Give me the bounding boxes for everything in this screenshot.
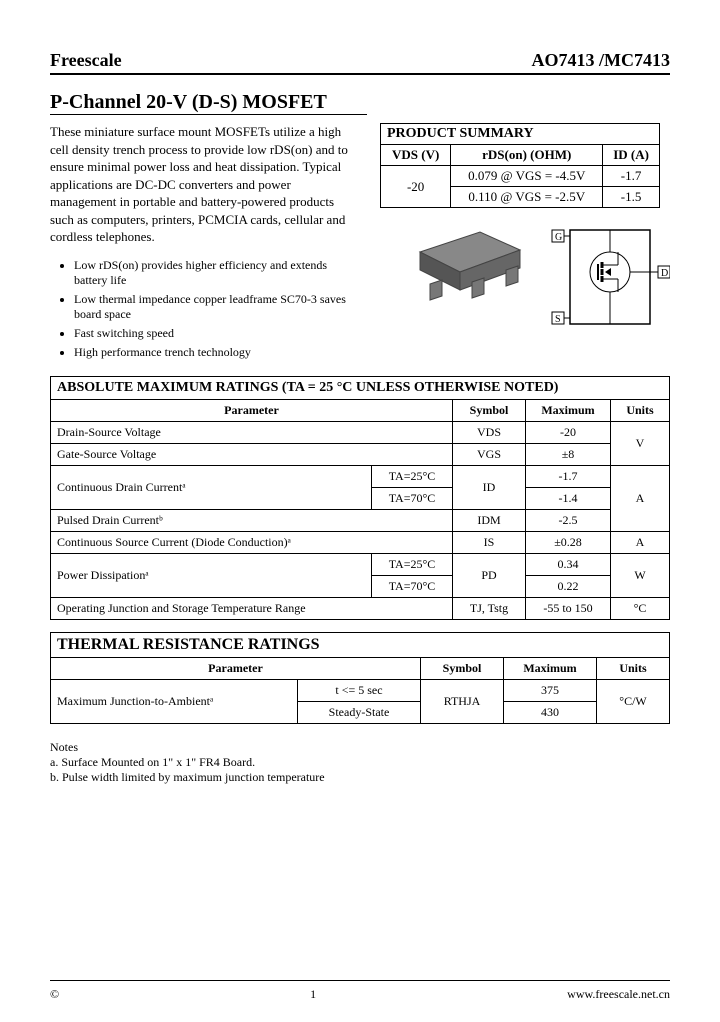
trr-cond: Steady-State xyxy=(298,701,421,723)
trr-col-sym: Symbol xyxy=(421,657,504,679)
amr-max: 0.22 xyxy=(526,575,611,597)
amr-param: Continuous Drain Currentᵃ xyxy=(51,465,372,509)
trr-unit: °C/W xyxy=(597,679,670,723)
amr-param: Pulsed Drain Currentᵇ xyxy=(51,509,453,531)
trr-param: Maximum Junction-to-Ambientᵃ xyxy=(51,679,298,723)
amr-col-sym: Symbol xyxy=(453,399,526,421)
amr-col-param: Parameter xyxy=(51,399,453,421)
ps-row-id: -1.5 xyxy=(603,187,660,208)
pin-g-label: G xyxy=(555,232,562,243)
amr-param: Drain-Source Voltage xyxy=(51,421,453,443)
amr-title: ABSOLUTE MAXIMUM RATINGS (TA = 25 °C UNL… xyxy=(51,376,670,399)
trr-title: THERMAL RESISTANCE RATINGS xyxy=(51,632,670,657)
trr-max: 430 xyxy=(504,701,597,723)
trr-max: 375 xyxy=(504,679,597,701)
trr-cond: t <= 5 sec xyxy=(298,679,421,701)
pin-s-label: S xyxy=(555,314,561,325)
trr-col-param: Parameter xyxy=(51,657,421,679)
amr-max: -20 xyxy=(526,421,611,443)
note-a: a. Surface Mounted on 1" x 1" FR4 Board. xyxy=(50,755,670,770)
amr-sym: TJ, Tstg xyxy=(453,597,526,619)
bullet-item: Low rDS(on) provides higher efficiency a… xyxy=(74,258,360,288)
bullet-item: Low thermal impedance copper leadframe S… xyxy=(74,292,360,322)
product-summary-table: PRODUCT SUMMARY VDS (V) rDS(on) (OHM) ID… xyxy=(380,123,660,208)
amr-param: Operating Junction and Storage Temperatu… xyxy=(51,597,453,619)
copyright-symbol: © xyxy=(50,987,59,1002)
amr-table: ABSOLUTE MAXIMUM RATINGS (TA = 25 °C UNL… xyxy=(50,376,670,620)
trr-table: THERMAL RESISTANCE RATINGS Parameter Sym… xyxy=(50,632,670,724)
page-footer: © 1 www.freescale.net.cn xyxy=(0,981,720,1022)
ps-col-id: ID (A) xyxy=(603,145,660,166)
amr-col-max: Maximum xyxy=(526,399,611,421)
amr-sym: PD xyxy=(453,553,526,597)
ps-title: PRODUCT SUMMARY xyxy=(381,124,660,145)
amr-sym: IDM xyxy=(453,509,526,531)
trr-col-max: Maximum xyxy=(504,657,597,679)
amr-cond: TA=25°C xyxy=(372,465,453,487)
package-3d-icon xyxy=(400,222,530,312)
amr-param: Continuous Source Current (Diode Conduct… xyxy=(51,531,453,553)
ps-row-id: -1.7 xyxy=(603,166,660,187)
ps-vds-value: -20 xyxy=(381,166,451,208)
page-number: 1 xyxy=(59,987,567,1002)
amr-unit: A xyxy=(611,531,670,553)
amr-max: ±0.28 xyxy=(526,531,611,553)
intro-paragraph: These miniature surface mount MOSFETs ut… xyxy=(50,123,360,246)
amr-unit: A xyxy=(611,465,670,531)
amr-col-units: Units xyxy=(611,399,670,421)
amr-sym: ID xyxy=(453,465,526,509)
amr-cond: TA=70°C xyxy=(372,575,453,597)
amr-max: -1.7 xyxy=(526,465,611,487)
page-title: P-Channel 20-V (D-S) MOSFET xyxy=(50,91,367,115)
amr-unit: W xyxy=(611,553,670,597)
amr-cond: TA=70°C xyxy=(372,487,453,509)
amr-param: Power Dissipationᵃ xyxy=(51,553,372,597)
feature-bullets: Low rDS(on) provides higher efficiency a… xyxy=(54,258,360,360)
trr-col-units: Units xyxy=(597,657,670,679)
notes-heading: Notes xyxy=(50,740,670,755)
footer-url: www.freescale.net.cn xyxy=(567,987,670,1002)
pinout-diagram: G S D xyxy=(550,222,670,332)
part-number: AO7413 /MC7413 xyxy=(532,50,671,71)
note-b: b. Pulse width limited by maximum juncti… xyxy=(50,770,670,785)
ps-row-rdson: 0.079 @ VGS = -4.5V xyxy=(451,166,603,187)
amr-param: Gate-Source Voltage xyxy=(51,443,453,465)
manufacturer-name: Freescale xyxy=(50,50,122,71)
amr-max: -1.4 xyxy=(526,487,611,509)
amr-sym: VGS xyxy=(453,443,526,465)
amr-max: ±8 xyxy=(526,443,611,465)
bullet-item: High performance trench technology xyxy=(74,345,360,360)
amr-cond: TA=25°C xyxy=(372,553,453,575)
page-header: Freescale AO7413 /MC7413 xyxy=(50,50,670,75)
bullet-item: Fast switching speed xyxy=(74,326,360,341)
amr-unit: °C xyxy=(611,597,670,619)
trr-sym: RTHJA xyxy=(421,679,504,723)
amr-unit: V xyxy=(611,421,670,465)
ps-col-vds: VDS (V) xyxy=(381,145,451,166)
notes-block: Notes a. Surface Mounted on 1" x 1" FR4 … xyxy=(50,740,670,785)
amr-sym: VDS xyxy=(453,421,526,443)
pin-d-label: D xyxy=(661,268,668,279)
ps-col-rdson: rDS(on) (OHM) xyxy=(451,145,603,166)
ps-row-rdson: 0.110 @ VGS = -2.5V xyxy=(451,187,603,208)
amr-max: 0.34 xyxy=(526,553,611,575)
amr-max: -55 to 150 xyxy=(526,597,611,619)
amr-sym: IS xyxy=(453,531,526,553)
amr-max: -2.5 xyxy=(526,509,611,531)
